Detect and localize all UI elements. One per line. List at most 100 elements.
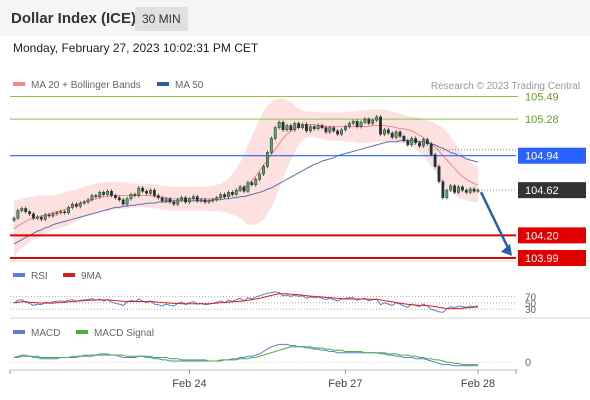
candle-body	[203, 199, 207, 203]
candle-body	[172, 201, 176, 205]
candle-body	[94, 195, 98, 197]
candle-body	[457, 186, 460, 193]
candle-body	[137, 187, 141, 196]
legend-rsi: RSI	[13, 271, 48, 282]
candle-body	[20, 208, 24, 211]
legend-swatch-bollinger	[13, 82, 25, 87]
legend-swatch-macd-signal	[76, 330, 88, 335]
candle-body	[59, 211, 63, 214]
legend-label-rsi-ma: 9MA	[81, 271, 102, 282]
level-105-28-label: 105.28	[525, 114, 559, 126]
candle-body	[371, 119, 375, 124]
candle-body	[242, 186, 246, 192]
candle-body	[273, 127, 277, 139]
level-104-20-label: 104.20	[525, 230, 559, 242]
candle-body	[86, 199, 90, 203]
candle-body	[160, 197, 164, 202]
candle-body	[363, 118, 367, 123]
candle-body	[429, 143, 433, 155]
bollinger-band-area	[14, 98, 478, 257]
legend-label-ma50: MA 50	[175, 80, 204, 91]
candle-body	[262, 166, 265, 175]
candle-body	[98, 192, 102, 197]
candle-body	[464, 189, 468, 193]
legend-swatch-ma50	[157, 82, 169, 87]
candle-body	[125, 198, 129, 205]
candle-body	[184, 197, 187, 203]
timeframe-button[interactable]: 30 MIN	[135, 7, 188, 31]
candle-body	[476, 189, 480, 192]
rsi-line	[13, 291, 479, 313]
candle-body	[266, 152, 269, 167]
candle-body	[414, 138, 418, 144]
candle-body	[394, 131, 398, 138]
forecast-arrow-shaft	[479, 191, 511, 251]
candle-body	[35, 216, 39, 219]
candle-body	[472, 188, 476, 192]
candle-body	[355, 120, 359, 127]
candle-body	[324, 127, 328, 133]
candle-body	[305, 124, 308, 132]
candle-body	[55, 212, 59, 215]
candle-body	[308, 126, 312, 132]
candle-body	[312, 126, 316, 130]
candle-body	[234, 189, 238, 195]
candle-body	[215, 197, 219, 201]
candle-body	[113, 195, 117, 198]
level-104-20-tag	[518, 227, 586, 244]
candle-body	[418, 142, 421, 147]
level-103-99-label: 103.99	[525, 253, 559, 265]
candle-body	[433, 154, 437, 167]
legend-swatch-macd	[13, 330, 25, 335]
macd-line	[13, 343, 478, 367]
candle-body	[390, 132, 394, 138]
candle-body	[258, 173, 262, 180]
candle-body	[110, 190, 113, 196]
candle-body	[227, 192, 230, 197]
candle-body	[39, 216, 43, 220]
candle-body	[402, 136, 406, 141]
candle-body	[133, 194, 137, 196]
candle-body	[195, 196, 199, 202]
x-tick-label: Feb 28	[461, 378, 495, 390]
legend-rsi-ma: 9MA	[63, 271, 102, 282]
candle-body	[78, 202, 82, 207]
candle-body	[320, 125, 324, 128]
candle-body	[207, 200, 211, 203]
candle-body	[449, 185, 453, 191]
candle-body	[293, 123, 297, 131]
level-104-94-tag	[518, 147, 586, 164]
forecast-arrow-head	[501, 243, 512, 256]
x-tick-label: Feb 24	[172, 378, 206, 390]
candle-body	[285, 125, 289, 131]
candle-body	[47, 214, 51, 217]
timestamp: Monday, February 27, 2023 10:02:31 PM CE…	[13, 41, 259, 55]
legend-macd-signal: MACD Signal	[76, 328, 154, 339]
candle-body	[71, 203, 74, 208]
legend-label-macd: MACD	[31, 328, 61, 339]
candle-body	[379, 116, 382, 135]
candle-body	[460, 186, 464, 191]
candle-body	[164, 198, 168, 202]
candle-body	[383, 129, 386, 135]
rsi-level-label-70: 70	[525, 292, 537, 303]
candle-body	[367, 118, 371, 124]
level-104-94-label: 104.94	[525, 151, 559, 163]
level-105-49-label: 105.49	[525, 91, 559, 103]
candle-body	[250, 182, 254, 186]
candle-body	[425, 139, 429, 145]
candle-body	[351, 120, 355, 124]
legend-macd: MACD	[13, 328, 60, 339]
candle-body	[90, 195, 94, 201]
candle-body	[410, 138, 414, 146]
candle-body	[301, 124, 304, 128]
candle-body	[398, 131, 402, 137]
candle-body	[180, 197, 184, 201]
candle-body	[386, 129, 390, 134]
candle-body	[145, 190, 148, 194]
candle-body	[281, 122, 285, 131]
candle-body	[16, 210, 20, 219]
candle-body	[129, 194, 133, 200]
candle-body	[453, 185, 457, 193]
